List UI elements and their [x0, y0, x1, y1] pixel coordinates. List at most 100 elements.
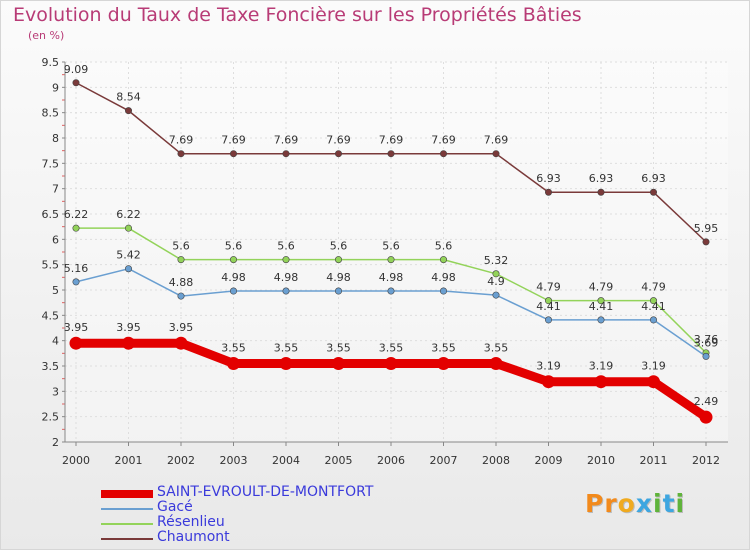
y-tick-label: 2: [52, 436, 59, 449]
data-point: [544, 188, 552, 196]
data-point: [177, 292, 185, 300]
data-point: [387, 287, 395, 295]
y-tick-label: 2.5: [42, 411, 60, 424]
data-label: 3.55: [484, 341, 509, 354]
y-tick-label: 7: [52, 183, 59, 196]
data-point: [72, 224, 80, 232]
data-point: [279, 356, 293, 370]
data-label: 4.98: [431, 271, 456, 284]
x-tick-label: 2000: [62, 454, 90, 467]
data-point: [439, 256, 447, 264]
data-point: [282, 256, 290, 264]
x-tick-label: 2004: [272, 454, 300, 467]
data-point: [69, 336, 83, 350]
legend-swatch-saint-evroult: [101, 490, 153, 498]
x-tick-label: 2006: [377, 454, 405, 467]
data-label: 7.69: [379, 134, 404, 147]
data-point: [125, 107, 133, 115]
data-label: 4.98: [221, 271, 246, 284]
data-label: 4.79: [536, 281, 561, 294]
data-label: 5.6: [382, 240, 400, 253]
data-point: [122, 336, 135, 350]
data-point: [597, 188, 605, 196]
data-label: 4.98: [274, 271, 299, 284]
data-label: 5.16: [64, 262, 89, 275]
data-point: [492, 270, 500, 278]
data-label: 4.79: [641, 281, 666, 294]
data-point: [230, 287, 238, 295]
y-tick-label: 5: [52, 284, 59, 297]
data-point: [72, 278, 80, 286]
legend-swatch-resenlieu: [101, 523, 153, 525]
legend-swatch-chaumont: [101, 538, 153, 540]
data-point: [702, 238, 710, 246]
data-label: 6.93: [589, 172, 614, 185]
data-point: [282, 287, 290, 295]
data-point: [649, 297, 657, 305]
data-label: 3.76: [694, 333, 719, 346]
x-tick-label: 2010: [587, 454, 615, 467]
data-point: [489, 356, 503, 370]
y-tick-label: 6.5: [42, 208, 60, 221]
data-label: 8.54: [116, 91, 141, 104]
data-label: 6.22: [64, 208, 89, 221]
data-label: 4.41: [641, 300, 666, 313]
data-label: 4.41: [589, 300, 614, 313]
data-point: [439, 150, 447, 158]
data-label: 5.6: [172, 240, 190, 253]
data-label: 5.6: [330, 240, 348, 253]
x-tick-label: 2001: [115, 454, 143, 467]
data-label: 3.55: [326, 341, 351, 354]
x-tick-label: 2003: [220, 454, 248, 467]
data-label: 3.55: [221, 341, 246, 354]
data-point: [544, 297, 552, 305]
data-label: 3.95: [64, 321, 89, 334]
data-label: 3.55: [274, 341, 299, 354]
y-tick-label: 3.5: [42, 360, 60, 373]
legend-label: Chaumont: [157, 529, 230, 545]
data-point: [230, 150, 238, 158]
x-tick-label: 2011: [640, 454, 668, 467]
y-tick-label: 4: [52, 335, 59, 348]
data-label: 4.98: [379, 271, 404, 284]
y-tick-label: 8: [52, 132, 59, 145]
data-point: [282, 150, 290, 158]
data-label: 5.6: [435, 240, 453, 253]
y-tick-label: 6: [52, 233, 59, 246]
x-tick-label: 2005: [325, 454, 353, 467]
data-point: [384, 356, 398, 370]
data-label: 3.95: [116, 321, 141, 334]
data-label: 3.55: [431, 341, 456, 354]
y-tick-label: 8.5: [42, 107, 60, 120]
data-point: [230, 256, 238, 264]
y-tick-label: 9.5: [42, 56, 60, 69]
data-point: [177, 256, 185, 264]
data-point: [544, 316, 552, 324]
y-tick-label: 9: [52, 81, 59, 94]
data-point: [492, 150, 500, 158]
data-point: [177, 150, 185, 158]
x-tick-label: 2012: [692, 454, 720, 467]
data-label: 4.79: [589, 281, 614, 294]
data-label: 4.9: [487, 275, 505, 288]
axes-layer: 2 2.5 3 3.5 4 4.5 5 5.5 6 6.5 7 7.5 8 8.5 9 9.5 2000 2001…: [42, 56, 728, 467]
data-label: 5.32: [484, 254, 509, 267]
data-label: 5.95: [694, 222, 719, 235]
x-tick-label: 2007: [430, 454, 458, 467]
data-label: 7.69: [274, 134, 299, 147]
legend-swatch-gace: [101, 508, 153, 510]
data-label: 5.42: [116, 249, 141, 262]
legend-label: Résenlieu: [157, 514, 225, 530]
data-label: 6.22: [116, 208, 141, 221]
data-point: [334, 150, 342, 158]
data-label: 3.55: [379, 341, 404, 354]
data-label: 3.69: [694, 336, 719, 349]
data-label: 4.41: [536, 300, 561, 313]
legend-label: Gacé: [157, 499, 193, 515]
data-point: [702, 352, 710, 360]
data-point: [492, 291, 500, 299]
data-label: 4.88: [169, 276, 194, 289]
data-label: 9.09: [64, 63, 89, 76]
series-layer: [69, 79, 713, 424]
data-point: [594, 375, 608, 389]
